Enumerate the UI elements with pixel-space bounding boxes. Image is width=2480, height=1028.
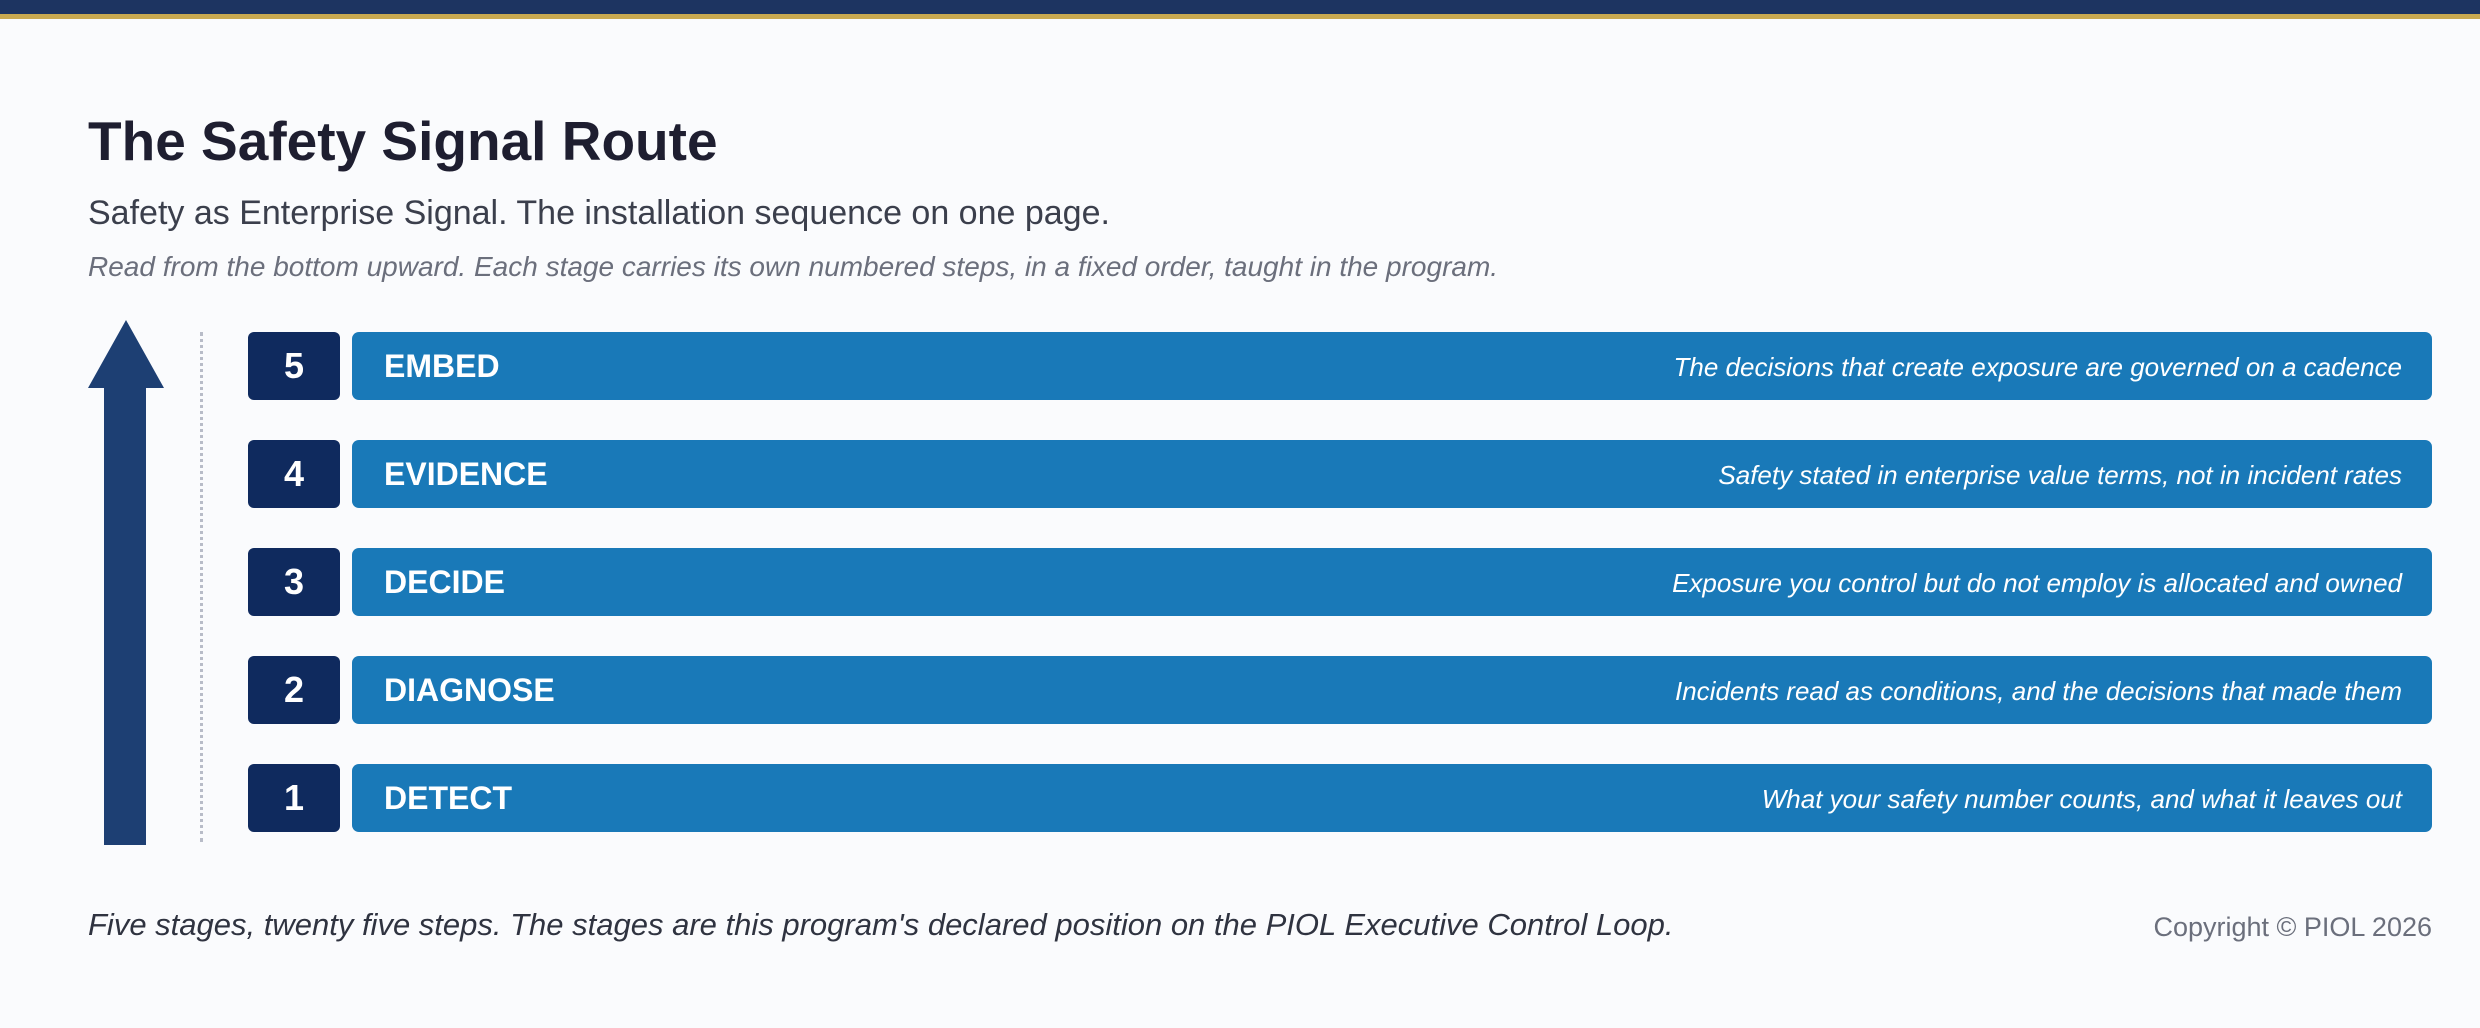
stage-description: What your safety number counts, and what… (1761, 784, 2402, 814)
top-bar-accent (0, 14, 2480, 19)
stage-number-badge: 3 (248, 548, 340, 616)
top-bar (0, 0, 2480, 14)
stage-bar: DECIDE Exposure you control but do not e… (352, 548, 2432, 616)
stage-description: The decisions that create exposure are g… (1673, 352, 2402, 382)
stage-bar: DETECT What your safety number counts, a… (352, 764, 2432, 832)
stage-number-badge: 5 (248, 332, 340, 400)
stage-name: EVIDENCE (384, 456, 548, 492)
stage-description: Exposure you control but do not employ i… (1672, 568, 2402, 598)
stage-name: DECIDE (384, 564, 505, 600)
stage-row-diagnose: 2 DIAGNOSE Incidents read as conditions,… (248, 656, 2432, 724)
page-title: The Safety Signal Route (88, 110, 718, 172)
stage-description: Incidents read as conditions, and the de… (1675, 676, 2402, 706)
page-subtitle: Safety as Enterprise Signal. The install… (88, 194, 1110, 232)
stage-name: EMBED (384, 348, 500, 384)
copyright-notice: Copyright © PIOL 2026 (2153, 912, 2432, 942)
dotted-divider (200, 332, 203, 842)
stage-description: Safety stated in enterprise value terms,… (1718, 460, 2402, 490)
arrow-up-icon (88, 320, 164, 845)
stage-number-badge: 1 (248, 764, 340, 832)
stage-bar: DIAGNOSE Incidents read as conditions, a… (352, 656, 2432, 724)
stage-name: DIAGNOSE (384, 672, 555, 708)
stage-row-decide: 3 DECIDE Exposure you control but do not… (248, 548, 2432, 616)
stage-row-detect: 1 DETECT What your safety number counts,… (248, 764, 2432, 832)
stage-row-embed: 5 EMBED The decisions that create exposu… (248, 332, 2432, 400)
stage-bar: EMBED The decisions that create exposure… (352, 332, 2432, 400)
stage-number-badge: 4 (248, 440, 340, 508)
stage-row-evidence: 4 EVIDENCE Safety stated in enterprise v… (248, 440, 2432, 508)
stage-number-badge: 2 (248, 656, 340, 724)
footer-note: Five stages, twenty five steps. The stag… (88, 907, 1674, 942)
reading-instruction: Read from the bottom upward. Each stage … (88, 251, 1499, 282)
stage-bar: EVIDENCE Safety stated in enterprise val… (352, 440, 2432, 508)
stage-name: DETECT (384, 780, 512, 816)
